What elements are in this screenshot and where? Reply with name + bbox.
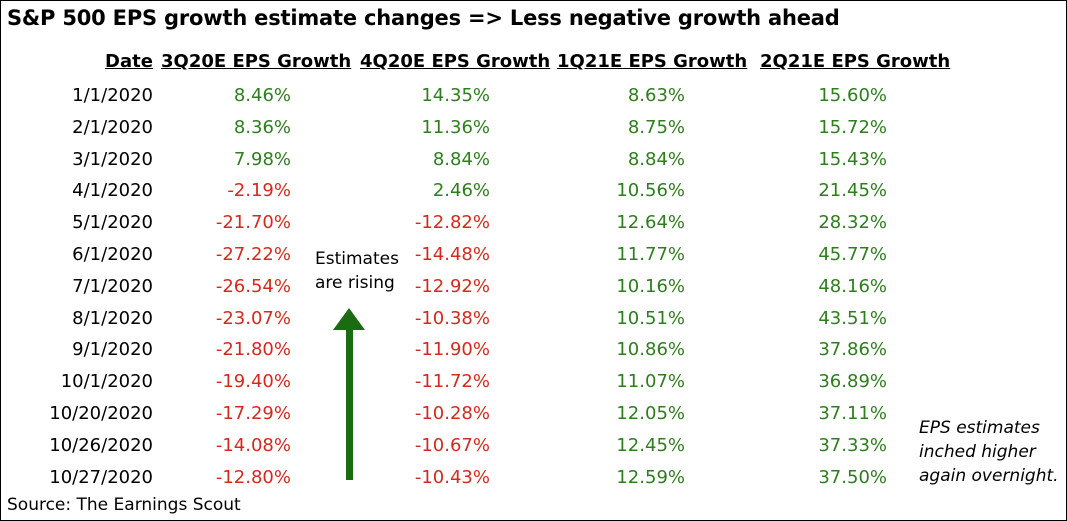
value-cell: 7.98% — [233, 148, 291, 170]
value-cell: -2.19% — [227, 180, 291, 202]
value-cell: -10.38% — [414, 307, 490, 329]
rising-annotation-line1: Estimates — [315, 249, 399, 269]
date-cell: 7/1/2020 — [72, 275, 153, 297]
value-cell: -10.43% — [414, 466, 490, 488]
value-cell: 8.46% — [233, 85, 291, 106]
date-cell: 10/1/2020 — [60, 371, 153, 393]
date-cell: 3/1/2020 — [72, 148, 153, 170]
rising-annotation: Estimates are rising — [315, 247, 399, 295]
value-cell: 37.33% — [818, 434, 887, 456]
value-cell: -21.80% — [215, 339, 291, 361]
value-cell: 8.75% — [627, 116, 685, 138]
source-note: Source: The Earnings Scout — [7, 495, 241, 515]
column-header-0: Date — [105, 51, 153, 72]
value-cell: -14.48% — [414, 244, 490, 265]
column-header-3: 1Q21E EPS Growth — [557, 51, 748, 72]
column-header-1: 3Q20E EPS Growth — [161, 51, 352, 72]
value-cell: 37.11% — [818, 403, 887, 424]
value-cell: 15.72% — [818, 116, 887, 138]
date-cell: 5/1/2020 — [72, 212, 153, 234]
overnight-annotation-line3: again overnight. — [919, 466, 1059, 486]
value-cell: 11.36% — [421, 116, 490, 138]
value-cell: 10.86% — [616, 339, 685, 361]
date-cell: 9/1/2020 — [72, 339, 153, 361]
value-cell: 10.56% — [616, 180, 685, 202]
value-cell: -23.07% — [215, 307, 291, 329]
date-cell: 10/27/2020 — [49, 466, 153, 488]
date-cell: 1/1/2020 — [72, 85, 153, 106]
overnight-annotation-line2: inched higher — [919, 442, 1036, 462]
value-cell: -12.92% — [414, 275, 490, 297]
value-cell: 36.89% — [818, 371, 887, 393]
column-header-2: 4Q20E EPS Growth — [360, 51, 551, 72]
value-cell: 11.77% — [616, 244, 685, 265]
value-cell: -11.72% — [414, 371, 490, 393]
value-cell: 8.36% — [233, 116, 291, 138]
value-cell: 12.64% — [616, 212, 685, 234]
value-cell: 12.59% — [616, 466, 685, 488]
value-cell: 8.84% — [432, 148, 490, 170]
date-cell: 2/1/2020 — [72, 116, 153, 138]
value-cell: -14.08% — [215, 434, 291, 456]
value-cell: -10.28% — [414, 403, 490, 424]
value-cell: 21.45% — [818, 180, 887, 202]
value-cell: 15.60% — [818, 85, 887, 106]
value-cell: 12.05% — [616, 403, 685, 424]
value-cell: 37.50% — [818, 466, 887, 488]
value-cell: -11.90% — [414, 339, 490, 361]
value-cell: 48.16% — [818, 275, 887, 297]
value-cell: -12.80% — [215, 466, 291, 488]
value-cell: 2.46% — [432, 180, 490, 202]
date-cell: 8/1/2020 — [72, 307, 153, 329]
value-cell: 45.77% — [818, 244, 887, 265]
date-cell: 10/26/2020 — [49, 434, 153, 456]
up-arrow-icon — [333, 308, 365, 480]
chart-title: S&P 500 EPS growth estimate changes => L… — [7, 6, 840, 30]
value-cell: -10.67% — [414, 434, 490, 456]
value-cell: -26.54% — [215, 275, 291, 297]
value-cell: -17.29% — [215, 403, 291, 424]
value-cell: 10.51% — [616, 307, 685, 329]
rising-annotation-line2: are rising — [315, 273, 395, 293]
value-cell: 14.35% — [421, 85, 490, 106]
column-header-4: 2Q21E EPS Growth — [760, 51, 951, 72]
value-cell: 12.45% — [616, 434, 685, 456]
value-cell: -12.82% — [414, 212, 490, 234]
value-cell: 28.32% — [818, 212, 887, 234]
value-cell: 10.16% — [616, 275, 685, 297]
value-cell: 8.63% — [627, 85, 685, 106]
date-cell: 6/1/2020 — [72, 244, 153, 265]
value-cell: 37.86% — [818, 339, 887, 361]
value-cell: -21.70% — [215, 212, 291, 234]
value-cell: 11.07% — [616, 371, 685, 393]
value-cell: 43.51% — [818, 307, 887, 329]
date-cell: 4/1/2020 — [72, 180, 153, 202]
overnight-annotation-line1: EPS estimates — [919, 418, 1040, 438]
value-cell: 15.43% — [818, 148, 887, 170]
value-cell: 8.84% — [627, 148, 685, 170]
date-cell: 10/20/2020 — [49, 403, 153, 424]
overnight-annotation: EPS estimates inched higher again overni… — [919, 416, 1059, 488]
value-cell: -19.40% — [215, 371, 291, 393]
value-cell: -27.22% — [215, 244, 291, 265]
